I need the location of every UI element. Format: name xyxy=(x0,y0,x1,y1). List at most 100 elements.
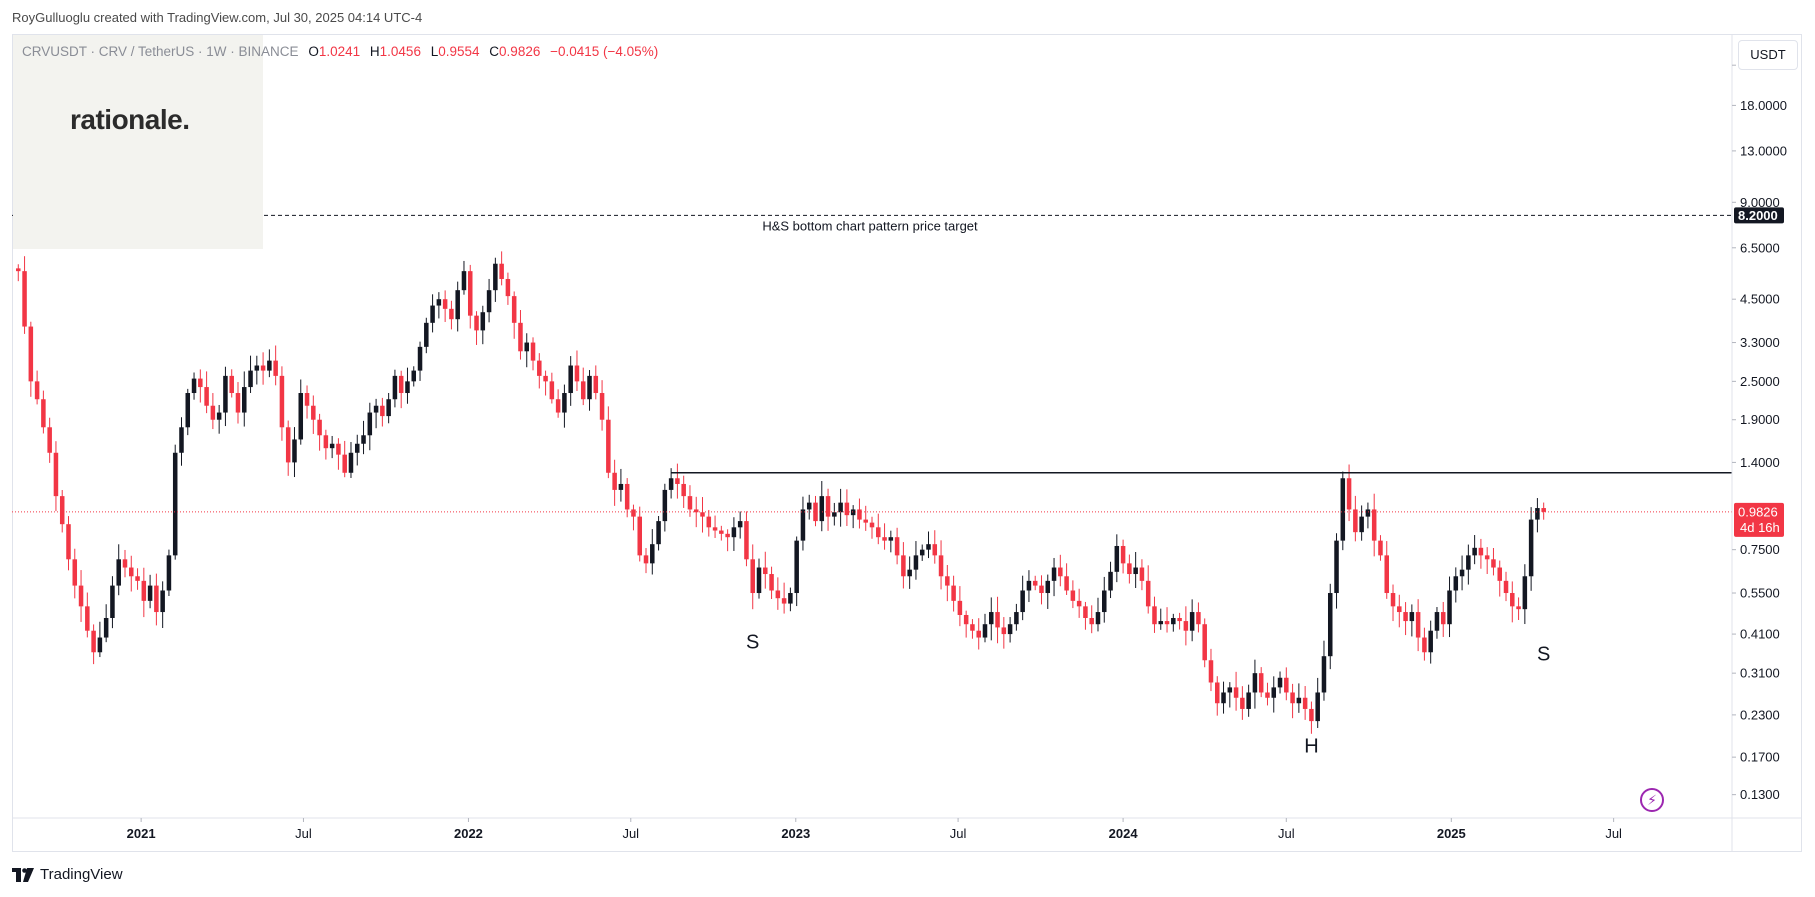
tradingview-branding[interactable]: TradingView xyxy=(12,866,123,883)
candle-body xyxy=(1478,547,1484,556)
candle-body xyxy=(511,296,517,323)
candle-body xyxy=(461,271,467,291)
candle-body xyxy=(141,580,147,601)
candle-body xyxy=(267,360,272,371)
candle-body xyxy=(417,346,423,371)
price-tick-label: 4.5000 xyxy=(1740,292,1780,307)
candle-body xyxy=(1510,593,1515,607)
last-price-tag xyxy=(1734,502,1784,537)
candle-body xyxy=(166,555,172,591)
candle-body xyxy=(499,263,504,279)
candle-body xyxy=(1315,692,1320,722)
candle-body xyxy=(1459,569,1465,577)
candle-body xyxy=(1434,612,1440,631)
candle-body xyxy=(59,496,65,525)
candle-body xyxy=(424,322,429,347)
candle-body xyxy=(505,278,511,297)
price-tick-label: 0.5500 xyxy=(1740,586,1780,601)
candle-body xyxy=(66,524,71,560)
candle-body xyxy=(1409,612,1415,622)
candle-body xyxy=(172,452,178,556)
candle-body xyxy=(455,290,460,320)
candle-body xyxy=(160,590,165,613)
candle-body xyxy=(976,630,981,638)
candle-body xyxy=(1133,567,1138,575)
candle-body xyxy=(687,496,693,510)
candle-body xyxy=(1032,580,1038,586)
candle-body xyxy=(254,365,260,371)
candle-body xyxy=(1535,508,1540,520)
price-tick-label: 3.3000 xyxy=(1740,335,1780,350)
candle-body xyxy=(1277,677,1283,688)
candle-body xyxy=(103,617,109,638)
candle-body xyxy=(1233,687,1239,698)
candle-body xyxy=(1020,590,1025,613)
candle-body xyxy=(436,299,442,306)
price-tick-label: 0.1700 xyxy=(1740,750,1780,765)
price-tick-label: 2.5000 xyxy=(1740,374,1780,389)
candle-body xyxy=(1284,677,1289,693)
candle-body xyxy=(342,454,347,473)
target-price-tag xyxy=(1734,207,1784,224)
candle-body xyxy=(1321,656,1327,693)
candle-body xyxy=(122,559,128,568)
candle-body xyxy=(1365,509,1371,517)
candle-body xyxy=(995,612,1000,628)
open-label: O xyxy=(308,44,319,59)
candle-body xyxy=(1453,576,1459,591)
candle-body xyxy=(1472,547,1477,556)
candle-body xyxy=(348,452,354,473)
price-axis: 24.000018.000013.00009.00006.50004.50003… xyxy=(1731,34,1787,852)
symbol-info[interactable]: CRVUSDT · CRV / TetherUS · 1W · BINANCE xyxy=(22,44,299,59)
candle-body xyxy=(260,365,266,371)
candle-body xyxy=(1466,555,1471,570)
candle-body xyxy=(1051,567,1057,581)
price-tick-label: 13.0000 xyxy=(1740,143,1787,158)
candle-body xyxy=(1522,576,1528,610)
candle-body xyxy=(901,555,906,577)
candle-body xyxy=(41,399,46,428)
candle-body xyxy=(1120,545,1126,564)
time-tick-label: 2025 xyxy=(1437,826,1466,841)
candle-body xyxy=(951,585,956,601)
candle-body xyxy=(1440,612,1446,625)
candle-body xyxy=(850,509,856,516)
candle-body xyxy=(1258,673,1264,693)
time-tick-label: 2023 xyxy=(781,826,810,841)
candle-body xyxy=(304,393,310,406)
candle-body xyxy=(750,559,755,594)
candle-body xyxy=(737,521,743,528)
candle-body xyxy=(775,590,781,599)
price-tick-label: 6.5000 xyxy=(1740,240,1780,255)
candle-body xyxy=(1371,509,1377,541)
candle-body xyxy=(135,576,140,581)
lightning-icon[interactable]: ⚡ xyxy=(1640,788,1664,812)
candle-body xyxy=(467,271,473,316)
candle-body xyxy=(47,427,52,453)
candle-body xyxy=(1045,580,1051,594)
price-tick-label: 1.9000 xyxy=(1740,412,1780,427)
candle-body xyxy=(769,574,774,591)
open-value: 1.0241 xyxy=(318,44,361,59)
time-tick-label: 2024 xyxy=(1109,826,1139,841)
low-label: L xyxy=(430,44,439,59)
change-value: −0.0415 (−4.05%) xyxy=(550,44,659,59)
candle-body xyxy=(16,268,21,272)
candle-body xyxy=(1334,540,1339,594)
candle-body xyxy=(405,381,410,394)
candle-body xyxy=(248,370,253,388)
candle-body xyxy=(411,370,417,382)
candle-body xyxy=(1007,624,1013,635)
currency-selector[interactable]: USDT xyxy=(1738,40,1798,70)
candle-body xyxy=(1164,621,1170,625)
candle-body xyxy=(486,290,492,313)
pattern-label: S xyxy=(1537,643,1550,665)
candle-body xyxy=(1014,612,1019,625)
candle-body xyxy=(825,496,831,517)
candle-body xyxy=(945,576,950,586)
price-tick-label: 0.4100 xyxy=(1740,627,1780,642)
candle-body xyxy=(235,393,241,413)
candle-body xyxy=(1503,580,1509,594)
candle-body xyxy=(656,521,661,545)
